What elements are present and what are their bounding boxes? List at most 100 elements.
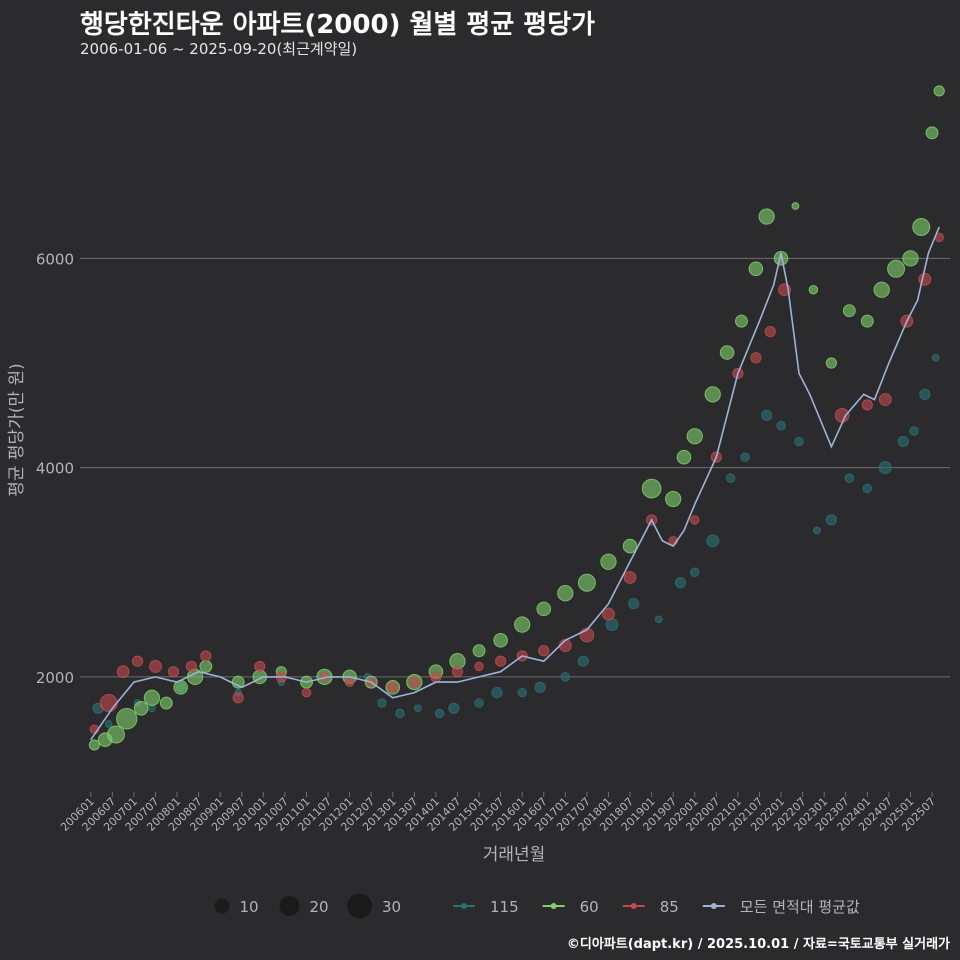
legend-size-label: 20 bbox=[310, 898, 329, 916]
x-axis-ticks: 2006012006072007012007072008012008072009… bbox=[58, 792, 938, 834]
data-point bbox=[791, 202, 800, 210]
data-point bbox=[773, 251, 789, 266]
legend-size-marker bbox=[347, 893, 372, 919]
data-point bbox=[200, 650, 212, 662]
data-point bbox=[690, 515, 700, 525]
data-point bbox=[185, 660, 198, 673]
data-point bbox=[750, 352, 762, 364]
data-point bbox=[472, 644, 486, 658]
data-point bbox=[641, 478, 662, 499]
legend-dot-marker bbox=[630, 903, 637, 909]
data-point bbox=[99, 694, 118, 713]
data-point bbox=[704, 386, 721, 403]
data-point bbox=[344, 677, 355, 687]
data-point bbox=[474, 661, 484, 672]
legend-dot-marker bbox=[710, 903, 717, 909]
data-point bbox=[725, 473, 736, 483]
y-tick-label: 4000 bbox=[36, 460, 74, 478]
data-point bbox=[538, 645, 550, 657]
data-point bbox=[931, 353, 940, 362]
data-point bbox=[933, 85, 945, 97]
data-point bbox=[776, 421, 786, 431]
data-point bbox=[167, 666, 180, 678]
data-point bbox=[919, 388, 931, 400]
legend-series-label: 모든 면적대 평균값 bbox=[740, 898, 860, 916]
data-point bbox=[665, 490, 682, 508]
data-point bbox=[474, 698, 484, 708]
chart-title: 행당한진타운 아파트(2000) 월별 평균 평당가 bbox=[80, 10, 596, 40]
data-point bbox=[909, 426, 919, 436]
data-point bbox=[794, 436, 804, 447]
data-point bbox=[719, 345, 735, 360]
data-point bbox=[232, 692, 244, 704]
data-point bbox=[842, 304, 856, 318]
data-point bbox=[878, 461, 892, 475]
data-point bbox=[448, 702, 460, 714]
x-axis-label: 거래년월 bbox=[483, 845, 546, 865]
data-point bbox=[748, 261, 764, 277]
y-axis-ticks: 2000 4000 6000 bbox=[36, 250, 74, 687]
data-point bbox=[133, 700, 149, 716]
data-point bbox=[676, 449, 692, 465]
data-point bbox=[560, 672, 571, 682]
legend-series-label: 115 bbox=[490, 898, 519, 916]
data-point bbox=[493, 632, 508, 648]
data-point bbox=[106, 725, 125, 744]
grid-lines bbox=[80, 257, 950, 678]
data-point bbox=[159, 696, 173, 710]
data-point bbox=[873, 281, 890, 298]
data-point bbox=[706, 534, 720, 548]
source-caption: ©디아파트(dapt.kr) / 2025.10.01 / 자료=국토교통부 실… bbox=[566, 937, 950, 952]
data-point bbox=[602, 607, 615, 621]
data-point bbox=[912, 217, 931, 236]
data-point bbox=[434, 708, 445, 719]
data-point bbox=[149, 659, 162, 673]
data-point bbox=[430, 671, 442, 683]
average-line bbox=[90, 226, 940, 741]
y-tick-label: 2000 bbox=[36, 669, 74, 687]
series-line bbox=[90, 226, 940, 741]
data-point bbox=[761, 409, 773, 421]
data-point bbox=[536, 601, 552, 617]
data-point bbox=[740, 452, 750, 462]
data-point bbox=[825, 514, 837, 526]
data-point bbox=[887, 259, 906, 278]
data-point bbox=[925, 126, 939, 140]
data-point bbox=[600, 553, 617, 570]
data-point bbox=[254, 660, 266, 673]
data-point bbox=[674, 577, 686, 589]
legend-size-label: 30 bbox=[382, 898, 401, 916]
data-point bbox=[862, 483, 873, 494]
legend-size-label: 10 bbox=[240, 898, 259, 916]
y-tick-label: 6000 bbox=[36, 250, 74, 268]
data-point bbox=[844, 473, 855, 483]
data-point bbox=[131, 655, 144, 667]
data-point bbox=[808, 284, 819, 295]
data-point bbox=[143, 689, 161, 706]
data-point bbox=[764, 325, 776, 338]
data-point bbox=[860, 314, 874, 328]
data-point bbox=[897, 435, 909, 448]
legend-size-marker bbox=[279, 896, 300, 916]
data-point bbox=[408, 676, 420, 688]
data-point bbox=[623, 571, 637, 584]
chart-subtitle: 2006-01-06 ~ 2025-09-20(최근계약일) bbox=[80, 40, 358, 58]
legend-series-label: 60 bbox=[580, 898, 599, 916]
data-point bbox=[387, 681, 399, 693]
data-point bbox=[735, 314, 748, 328]
legend-dot-marker bbox=[550, 903, 557, 909]
data-point bbox=[88, 739, 100, 751]
data-point bbox=[813, 526, 821, 535]
data-point bbox=[758, 208, 775, 225]
data-point bbox=[577, 573, 596, 592]
data-point bbox=[690, 567, 700, 578]
data-points bbox=[88, 85, 945, 751]
data-point bbox=[861, 399, 873, 411]
data-point bbox=[825, 357, 837, 369]
data-point bbox=[834, 408, 850, 423]
data-point bbox=[451, 666, 464, 678]
legend: 10 20 30 115 60 85 모든 면적대 평균값 bbox=[214, 893, 860, 919]
data-point bbox=[878, 393, 892, 407]
data-point bbox=[654, 615, 663, 624]
